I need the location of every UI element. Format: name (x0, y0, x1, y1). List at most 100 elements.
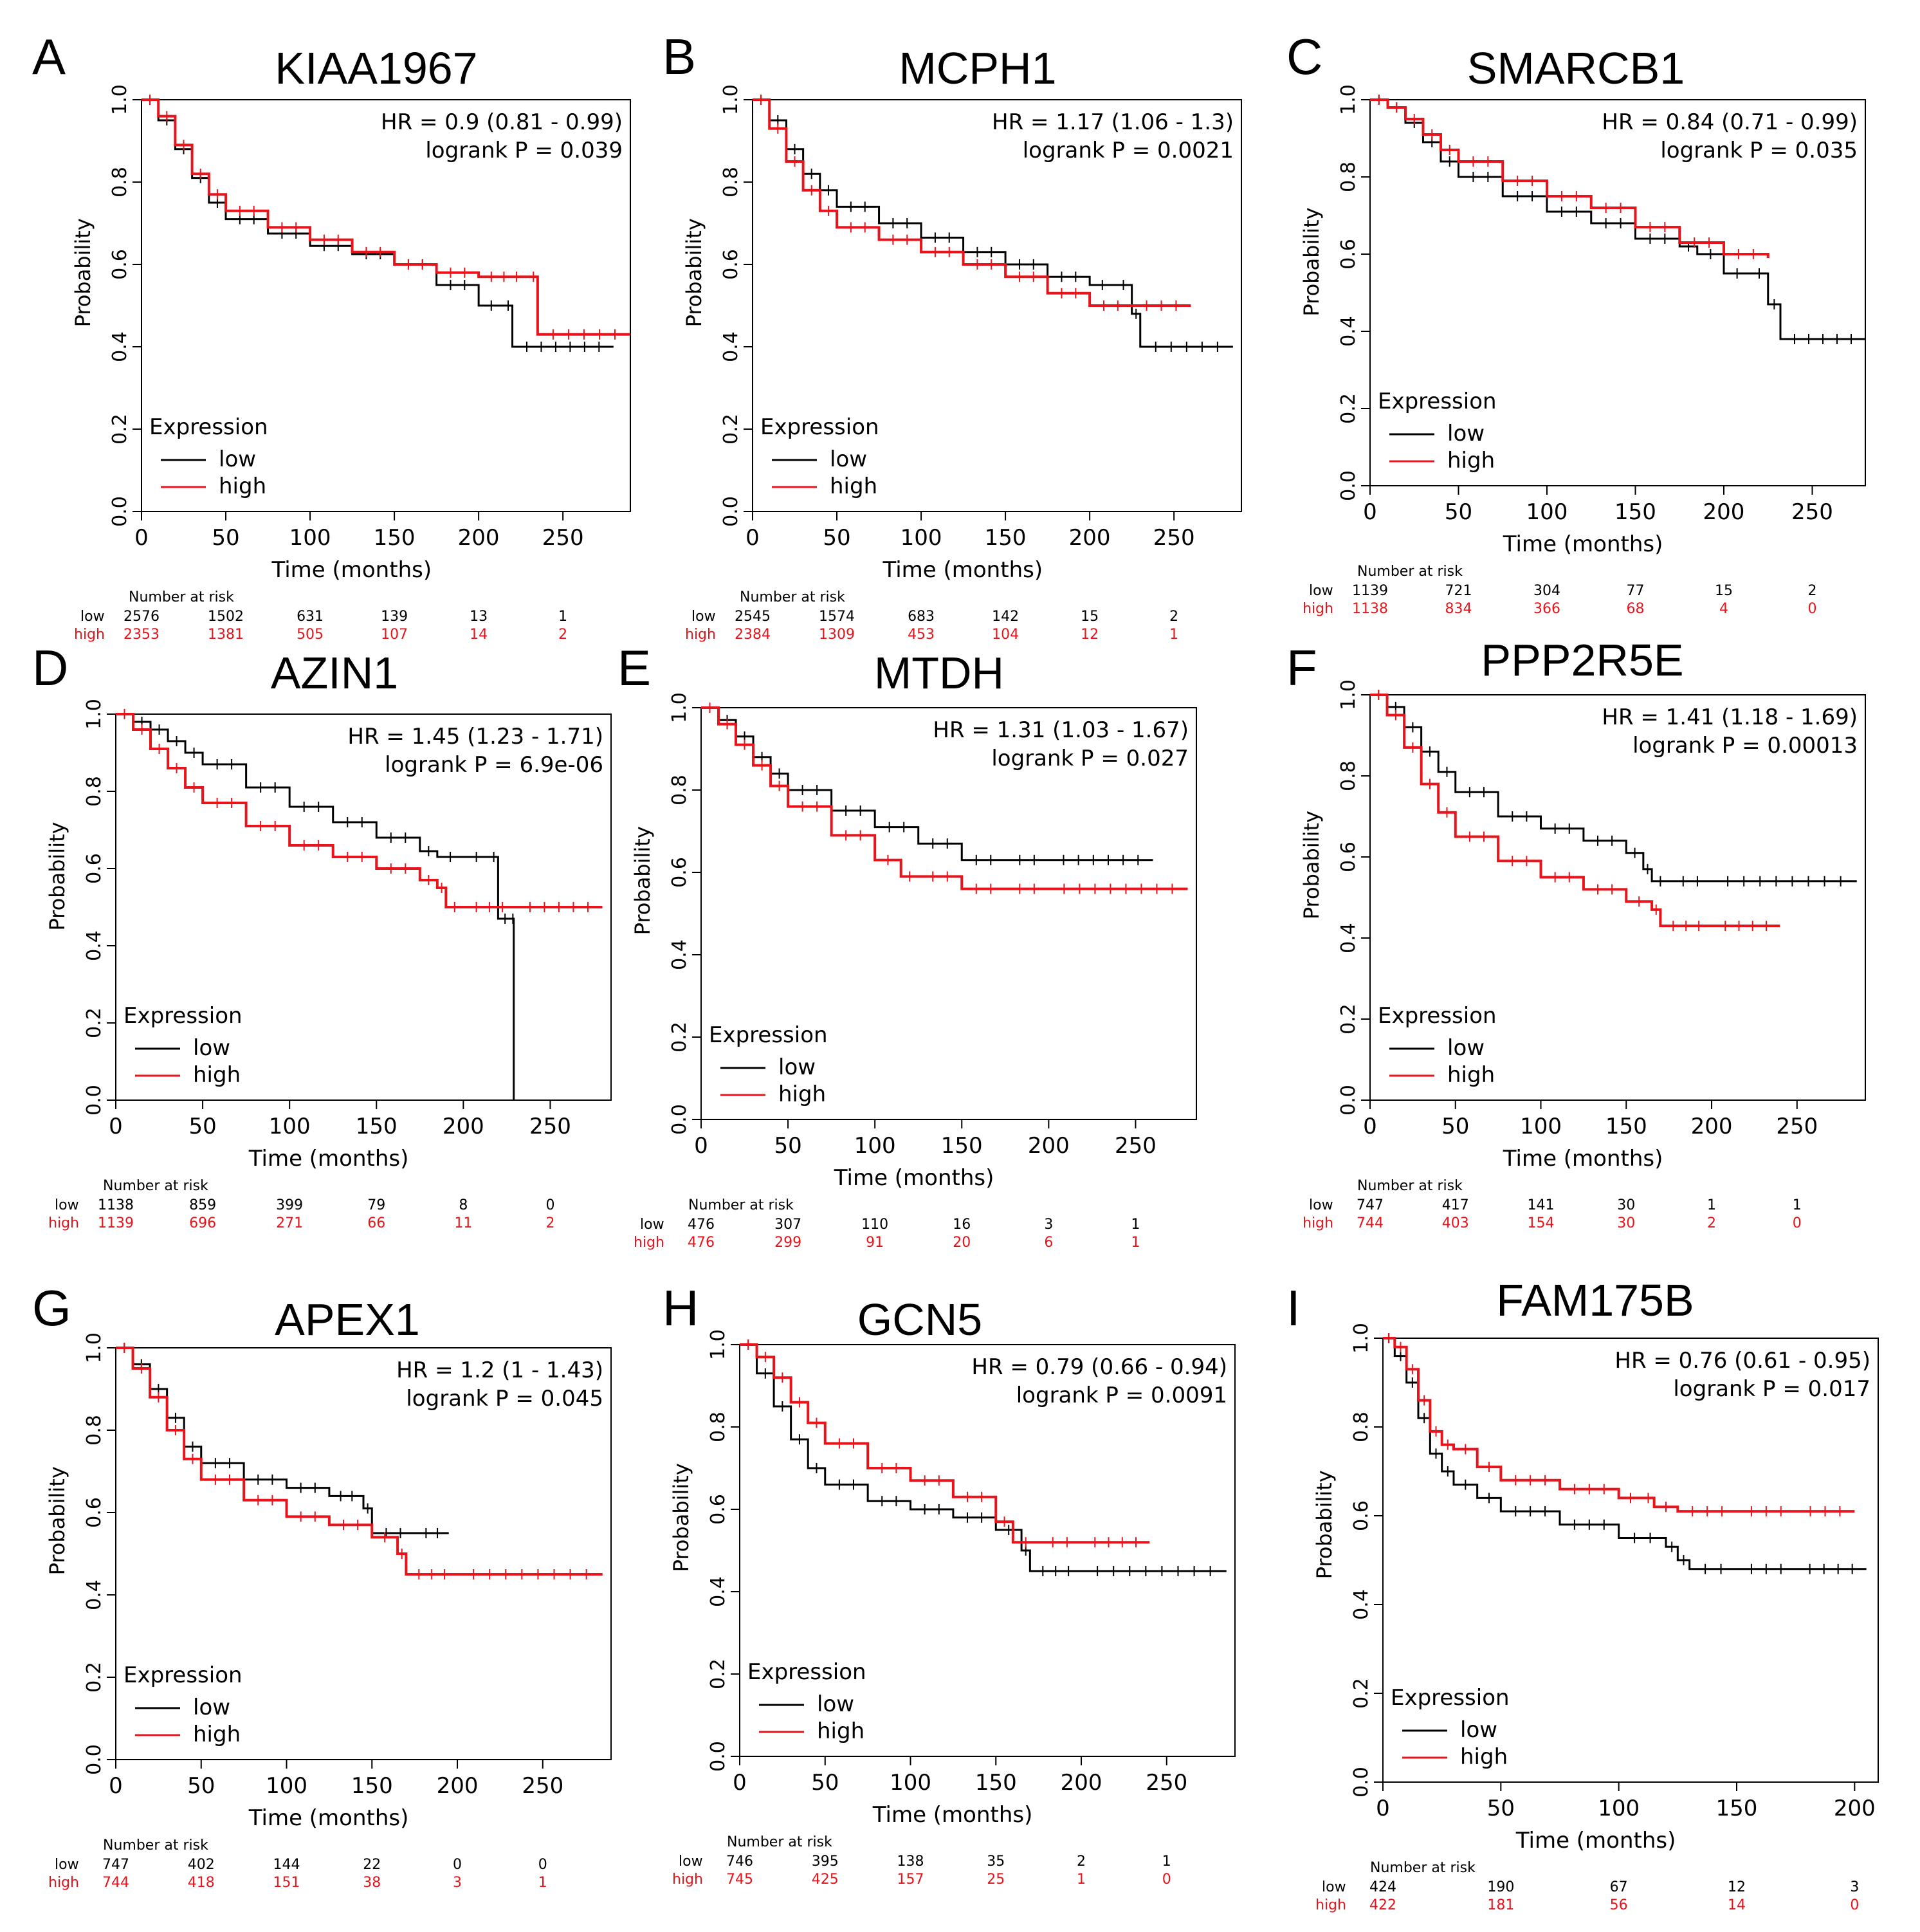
x-tick-label: 0 (134, 525, 149, 551)
y-tick-label: 0.8 (109, 167, 131, 198)
censor-marks-high (1378, 690, 1767, 932)
km-panel-g: G APEX1 0.0 0.2 0.4 0.6 0.8 1.0 Probability 0 50 10… (26, 1277, 656, 1920)
risk-row-label-high: high (1303, 601, 1333, 617)
risk-count-low: 12 (1728, 1879, 1746, 1895)
risk-count-low: 1 (558, 609, 567, 625)
risk-count-high: 3 (453, 1875, 462, 1891)
risk-count-high: 271 (276, 1215, 303, 1231)
y-tick-label: 1.0 (720, 84, 742, 115)
legend-label-high: high (1447, 1062, 1495, 1088)
risk-count-high: 1309 (819, 627, 855, 643)
censor-marks-low (123, 1343, 439, 1538)
legend-label-low: low (830, 446, 867, 472)
risk-count-high: 745 (726, 1872, 753, 1888)
hazard-ratio-text: HR = 1.2 (1 - 1.43) (396, 1357, 603, 1383)
risk-count-high: 157 (897, 1872, 924, 1888)
risk-count-high: 696 (189, 1215, 216, 1231)
x-tick-label: 0 (109, 1114, 123, 1139)
y-tick-label: 0.8 (83, 1415, 105, 1446)
risk-count-low: 30 (1617, 1197, 1635, 1213)
risk-count-high: 104 (992, 627, 1019, 643)
risk-count-high: 1 (1077, 1872, 1086, 1888)
hazard-ratio-text: HR = 0.79 (0.66 - 0.94) (971, 1354, 1227, 1380)
x-tick-label: 100 (269, 1114, 311, 1139)
x-tick-label: 150 (941, 1133, 983, 1159)
x-tick-label: 100 (266, 1773, 307, 1799)
y-tick-label: 0.8 (1350, 1412, 1373, 1442)
km-chart-svg: I FAM175B 0.0 0.2 0.4 0.6 0.8 1.0 Probability 0 50… (1286, 1275, 1879, 1913)
risk-count-high: 2 (545, 1215, 554, 1231)
km-panel-a: A KIAA1967 0.0 0.2 0.4 0.6 0.8 1.0 Probability 0 5… (26, 26, 656, 669)
plot-frame (752, 99, 1242, 512)
x-tick-label: 0 (109, 1773, 123, 1799)
risk-count-low: 35 (987, 1854, 1005, 1870)
plot-frame (115, 1347, 612, 1760)
risk-count-low: 3 (1044, 1217, 1053, 1233)
plot-frame (115, 713, 612, 1101)
risk-count-high: 2353 (123, 627, 160, 643)
x-tick-label: 50 (811, 1770, 839, 1796)
risk-count-low: 304 (1533, 583, 1560, 599)
y-tick-label: 0.6 (1337, 842, 1360, 872)
risk-count-low: 139 (381, 609, 408, 625)
x-axis-label: Time (months) (1503, 1146, 1663, 1172)
risk-row-label-low: low (640, 1217, 664, 1233)
risk-count-high: 744 (1357, 1215, 1384, 1231)
x-tick-label: 250 (1146, 1770, 1187, 1796)
risk-row-label-high: high (634, 1235, 664, 1251)
risk-row-label-low: low (55, 1197, 79, 1213)
risk-count-low: 0 (545, 1197, 554, 1213)
x-tick-label: 100 (1520, 1114, 1562, 1139)
risk-count-high: 107 (381, 627, 408, 643)
gene-title: KIAA1967 (275, 43, 477, 93)
x-axis-label: Time (months) (248, 1146, 409, 1172)
risk-count-high: 154 (1528, 1215, 1555, 1231)
risk-count-high: 91 (866, 1235, 884, 1251)
risk-table-header: Number at risk (103, 1837, 208, 1854)
y-axis-label: Probability (630, 826, 655, 935)
gene-title: MTDH (874, 648, 1004, 698)
y-tick-label: 0.4 (83, 930, 105, 961)
legend-label-high: high (219, 474, 266, 499)
risk-count-low: 15 (1081, 609, 1099, 625)
survival-curve-high (1370, 694, 1780, 928)
y-tick-label: 0.4 (1337, 316, 1360, 347)
legend-label-low: low (193, 1035, 230, 1061)
risk-count-high: 453 (908, 627, 935, 643)
x-tick-label: 50 (823, 525, 850, 551)
logrank-p-text: logrank P = 0.0091 (1016, 1383, 1227, 1408)
y-tick-label: 0.6 (1337, 239, 1360, 270)
risk-count-high: 1 (538, 1875, 547, 1891)
risk-count-high: 834 (1445, 601, 1472, 617)
x-tick-label: 0 (1363, 499, 1377, 525)
risk-count-high: 66 (367, 1215, 385, 1231)
risk-count-low: 747 (1357, 1197, 1384, 1213)
plot-frame (1382, 1338, 1879, 1783)
x-tick-label: 0 (733, 1770, 747, 1796)
x-tick-label: 150 (356, 1114, 398, 1139)
legend-label-low: low (817, 1691, 854, 1717)
legend-label-low: low (1447, 1035, 1485, 1061)
risk-count-low: 631 (297, 609, 324, 625)
risk-count-high: 403 (1442, 1215, 1469, 1231)
risk-count-low: 1 (1707, 1197, 1716, 1213)
x-tick-label: 50 (188, 1114, 216, 1139)
x-tick-label: 200 (1028, 1133, 1070, 1159)
gene-title: APEX1 (275, 1294, 420, 1345)
y-tick-label: 0.4 (109, 331, 131, 362)
x-tick-label: 0 (694, 1133, 708, 1159)
km-chart-svg: F PPP2R5E 0.0 0.2 0.4 0.6 0.8 1.0 Probability 0 50… (1286, 635, 1866, 1231)
x-tick-label: 150 (985, 525, 1027, 551)
risk-count-low: 721 (1445, 583, 1472, 599)
risk-row-label-high: high (74, 627, 105, 643)
x-tick-label: 150 (351, 1773, 393, 1799)
y-axis-label: Probability (1312, 1470, 1337, 1579)
risk-count-low: 1139 (1352, 583, 1388, 599)
y-tick-label: 0.6 (720, 249, 742, 280)
risk-table-header: Number at risk (740, 589, 845, 605)
y-tick-label: 0.0 (1337, 1085, 1360, 1116)
hazard-ratio-text: HR = 1.31 (1.03 - 1.67) (933, 717, 1189, 743)
risk-table-header: Number at risk (1370, 1860, 1476, 1876)
plot-frame (700, 707, 1197, 1120)
